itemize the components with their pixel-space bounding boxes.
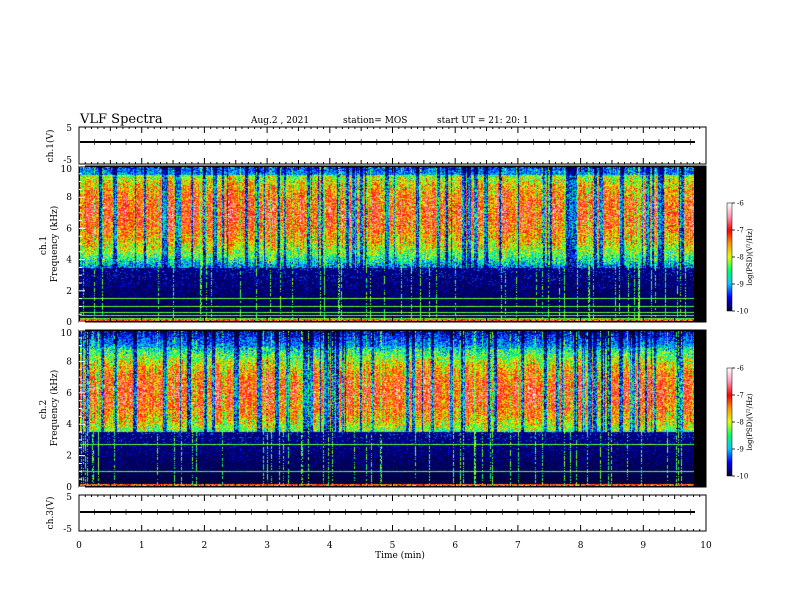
ch1-colorbar-label: log(PSD)(V²/Hz): [746, 228, 754, 285]
ch2-spectrogram-ylabel: ch.2 Frequency (kHz): [39, 370, 60, 447]
x-tick-label: 4: [327, 541, 333, 551]
colorbar-tick-label: -7: [737, 392, 744, 400]
ch1-voltage-ylabel: ch.1(V): [45, 130, 56, 163]
station-label: station= MOS: [343, 116, 407, 126]
x-tick-label: 5: [390, 541, 396, 551]
start-time-label: start UT = 21: 20: 1: [437, 116, 529, 126]
colorbar-tick-label: -7: [737, 227, 744, 235]
ch1-spectrogram-image: [80, 167, 694, 321]
x-axis-label: Time (min): [375, 550, 425, 561]
chart-title: VLF Spectra: [79, 112, 163, 127]
colorbar-tick-label: -9: [737, 446, 744, 454]
ch1-ylabel-channel: ch.1: [39, 236, 49, 255]
freq-tick-label: 4: [66, 256, 72, 266]
ch2-spectrogram-image: [80, 331, 694, 486]
freq-tick-label: 0: [66, 318, 72, 328]
ch3-voltage-ylabel: ch.3(V): [45, 497, 56, 530]
x-tick-label: 7: [515, 541, 521, 551]
colorbar-tick-label: -9: [737, 281, 744, 289]
freq-tick-label: 10: [61, 165, 73, 175]
ch2-spectrogram-panel: 0 2 4 6 8 10 ch.2 Frequency (kHz) -6 -7 -8 -9 -10…: [39, 329, 754, 493]
ch3-ytick-top: 5: [66, 493, 72, 503]
ch3-ytick-bottom: -5: [63, 525, 72, 535]
colorbar-tick-label: -10: [737, 473, 748, 481]
ch2-colorbar-label: log(PSD)(V²/Hz): [746, 393, 754, 450]
freq-tick-label: 2: [66, 287, 72, 297]
ch2-colorbar: [727, 368, 732, 476]
x-tick-label: 8: [578, 541, 584, 551]
colorbar-tick-label: -6: [737, 365, 744, 373]
freq-tick-label: 8: [66, 193, 72, 203]
ch1-spectrogram-ylabel: ch.1 Frequency (kHz): [39, 206, 60, 283]
ch3-voltage-panel: 5 -5 ch.3(V): [45, 493, 707, 535]
colorbar-tick-label: -8: [737, 419, 744, 427]
x-tick-label: 0: [76, 541, 82, 551]
freq-tick-label: 2: [66, 452, 72, 462]
x-tick-label: 6: [452, 541, 458, 551]
freq-tick-label: 0: [66, 483, 72, 493]
x-tick-label: 9: [640, 541, 646, 551]
x-tick-label: 3: [264, 541, 270, 551]
ch1-ytick-bottom: -5: [63, 156, 72, 166]
ch1-spectrogram-panel: 0 2 4 6 8 10 ch.1 Frequency (kHz) -6 -7 -8 -9 -10…: [39, 165, 754, 328]
freq-tick-label: 4: [66, 420, 72, 430]
freq-tick-label: 8: [66, 357, 72, 367]
x-axis-tick-labels: 0 1 2 3 4 5 6 7 8 9 10: [76, 541, 712, 551]
freq-tick-label: 6: [66, 389, 72, 399]
x-tick-label: 2: [202, 541, 208, 551]
x-tick-label: 1: [139, 541, 145, 551]
ch1-colorbar: [727, 203, 732, 311]
colorbar-tick-label: -8: [737, 254, 744, 262]
date-label: Aug.2 , 2021: [250, 116, 309, 126]
freq-tick-label: 6: [66, 224, 72, 234]
x-tick-label: 10: [700, 541, 712, 551]
ch1-voltage-panel: 5 -5 ch.1(V): [45, 124, 707, 166]
ch2-ylabel-frequency: Frequency (kHz): [49, 370, 60, 447]
ch1-ylabel-frequency: Frequency (kHz): [49, 206, 60, 283]
colorbar-tick-label: -10: [737, 308, 748, 316]
colorbar-tick-label: -6: [737, 200, 744, 208]
freq-tick-label: 10: [61, 329, 73, 339]
ch2-ylabel-channel: ch.2: [39, 400, 49, 419]
ch1-ytick-top: 5: [66, 124, 72, 134]
